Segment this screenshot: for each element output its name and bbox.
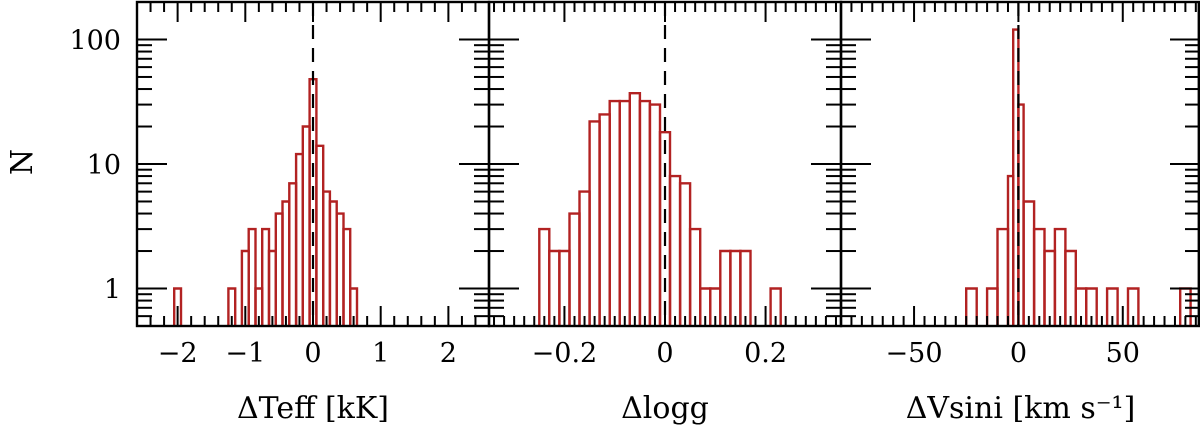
histogram-bar-12 xyxy=(1085,287,1098,326)
y-tick-label: 1 xyxy=(104,275,121,306)
panel-teff: −2 −1 0 1 2 ΔTeff [kK] 1 10 100 xyxy=(69,0,491,426)
panel-frame xyxy=(839,0,1200,328)
histogram-bar-11 xyxy=(648,103,662,326)
histogram-bar-14 xyxy=(1126,287,1140,326)
histogram-bar-13 xyxy=(1105,287,1119,326)
y-tick-label: 100 xyxy=(69,25,121,56)
histogram-bar-1 xyxy=(548,249,561,326)
x-tick-label: 50 xyxy=(1106,338,1140,369)
histogram-bar-18 xyxy=(719,249,732,326)
histogram-bar-3 xyxy=(568,212,581,326)
histogram-bar-0 xyxy=(538,227,551,326)
x-tick-label: 1 xyxy=(372,338,389,369)
histogram-bar-9 xyxy=(1053,227,1067,326)
histogram-bar-19 xyxy=(729,249,742,326)
x-tick-label: 0 xyxy=(304,338,321,369)
x-tick-label: −50 xyxy=(886,338,943,369)
x-axis-label: ΔTeff [kK] xyxy=(237,391,389,426)
panel-vsini: −50 0 50 ΔVsini [km s⁻¹] xyxy=(839,0,1200,426)
x-tick-label: −0.2 xyxy=(532,338,598,369)
histogram-bar-7 xyxy=(1032,227,1046,326)
histogram-bar-8 xyxy=(1043,249,1057,326)
histogram-bar-4 xyxy=(578,190,591,326)
x-tick-label: −2 xyxy=(158,338,198,369)
panel-logg: −0.2 0 0.2 Δlogg xyxy=(487,0,843,426)
histogram-bar-12 xyxy=(658,131,672,326)
x-axis-label: ΔVsini [km s⁻¹] xyxy=(906,391,1136,426)
histogram-bar-14 xyxy=(678,182,692,326)
histogram-bar-5 xyxy=(588,120,601,326)
histogram-bar-7 xyxy=(608,99,621,326)
histogram-bar-3 xyxy=(247,227,257,326)
histogram-bar-15 xyxy=(688,227,702,326)
histogram-bar-6 xyxy=(1022,200,1036,326)
histogram-bar-17 xyxy=(342,227,352,326)
histogram-bar-10 xyxy=(1064,249,1077,326)
x-tick-label: −1 xyxy=(225,338,265,369)
x-tick-label: 0 xyxy=(1010,338,1027,369)
histogram-bar-2 xyxy=(996,227,1010,326)
x-axis-label: Δlogg xyxy=(621,391,709,426)
histogram-bar-13 xyxy=(668,174,682,326)
x-tick-label: 2 xyxy=(440,338,457,369)
x-tick-label: 0 xyxy=(656,338,673,369)
y-axis-label: N xyxy=(5,149,40,175)
histogram-bar-18 xyxy=(349,287,359,326)
histogram-bar-6 xyxy=(598,113,611,326)
histogram-bar-21 xyxy=(769,287,782,326)
histogram-bar-8 xyxy=(618,99,631,326)
histogram-bar-20 xyxy=(739,249,752,326)
y-tick-label: 10 xyxy=(87,150,121,181)
histogram-bar-9 xyxy=(628,92,642,326)
histogram-bar-0 xyxy=(173,287,183,326)
histogram-bar-1 xyxy=(227,287,237,326)
histogram-bar-1 xyxy=(985,287,999,326)
histogram-bar-10 xyxy=(638,99,652,326)
x-tick-label: 0.2 xyxy=(744,338,787,369)
histogram-bar-0 xyxy=(965,287,978,326)
